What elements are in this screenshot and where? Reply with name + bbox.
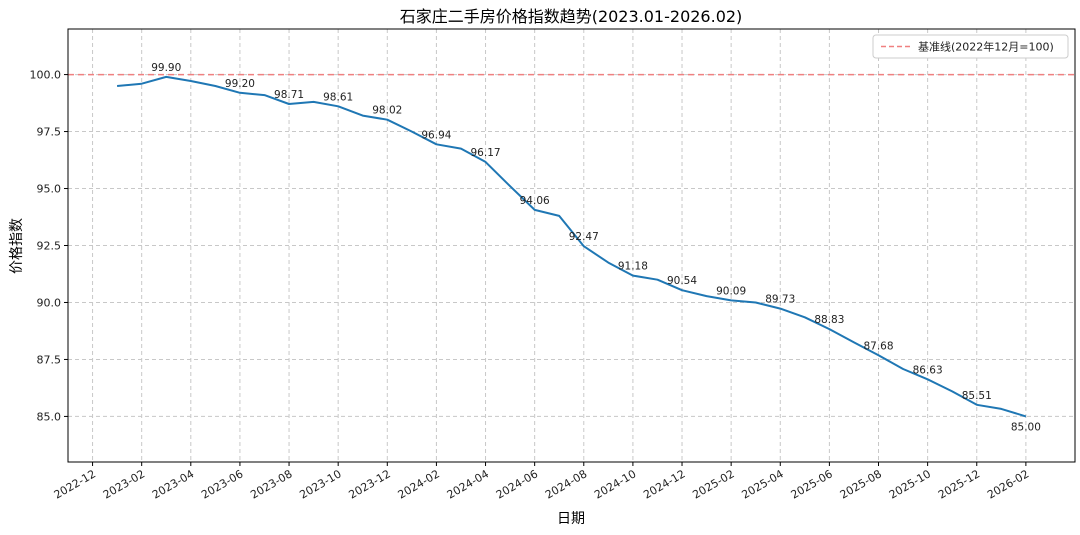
data-label: 86.63 [913,364,943,376]
x-tick-label: 2023-08 [248,467,294,501]
series-line [117,75,1027,418]
data-label: 98.71 [274,89,304,101]
data-label: 99.90 [151,62,181,74]
y-tick-label: 100.0 [30,69,62,82]
data-label: 88.83 [814,314,844,326]
y-tick-label: 85.0 [37,410,62,423]
x-tick-label: 2026-02 [985,467,1031,501]
y-tick-label: 87.5 [37,353,62,366]
data-label: 87.68 [863,340,893,352]
x-tick-label: 2024-08 [543,467,589,501]
data-label: 92.47 [569,231,599,243]
data-label: 85.00 [1011,421,1041,433]
y-tick-label: 95.0 [37,183,62,196]
series-layer [117,75,1027,418]
legend: 基准线(2022年12月=100) [872,34,1069,59]
x-tick-label: 2025-12 [936,467,982,501]
x-tick-label: 2023-12 [346,467,392,501]
grid [68,29,1075,462]
x-tick-label: 2023-10 [297,467,343,501]
x-tick-label: 2023-04 [150,467,196,501]
legend-label: 基准线(2022年12月=100) [918,40,1054,54]
x-tick-label: 2023-02 [101,467,147,501]
x-tick-label: 2025-06 [789,467,835,501]
x-tick-label: 2024-12 [641,467,687,501]
legend-box [872,34,1069,59]
data-label: 98.02 [372,105,402,117]
x-tick-label: 2024-02 [396,467,442,501]
y-tick-label: 97.5 [37,126,62,139]
data-label: 90.54 [667,275,697,287]
data-label: 90.09 [716,285,746,297]
data-label: 98.61 [323,91,353,103]
data-label: 96.17 [471,147,501,159]
data-label: 99.20 [225,78,255,90]
x-tick-label: 2025-10 [887,467,933,501]
x-tick-label: 2025-04 [739,467,785,501]
data-labels: 99.90 99.20 98.71 98.61 98.02 96.94 96.17 94.06… [151,62,1041,434]
chart-title: 石家庄二手房价格指数趋势(2023.01-2026.02) [400,7,743,26]
data-label: 96.94 [421,129,451,141]
y-axis-label: 价格指数 [9,218,25,274]
x-tick-label: 2022-12 [52,467,98,501]
y-tick-label: 90.0 [37,296,62,309]
x-axis-label: 日期 [557,511,585,527]
y-tick-label: 92.5 [37,240,62,253]
x-tick-label: 2024-06 [494,467,540,501]
x-tick-label: 2024-04 [445,467,491,501]
data-label: 85.51 [962,390,992,402]
x-tick-label: 2024-10 [592,467,638,501]
y-axis: 85.0 87.5 90.0 92.5 95.0 97.5 100.0 [30,69,68,423]
x-tick-label: 2025-08 [838,467,884,501]
x-tick-label: 2025-02 [690,467,736,501]
data-label: 89.73 [765,294,795,306]
x-tick-label: 2023-06 [199,467,245,501]
data-label: 94.06 [520,195,550,207]
x-axis: 2022-12 2023-02 2023-04 2023-06 2023-08 2023-… [52,462,1031,502]
data-label: 91.18 [618,261,648,273]
